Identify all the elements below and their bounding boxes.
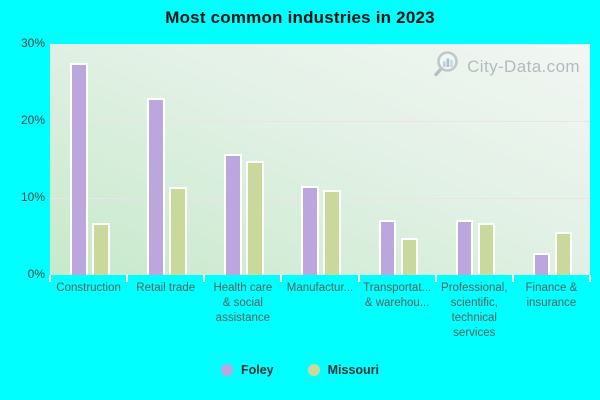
bar-missouri-5 <box>400 238 419 275</box>
x-category-label: Professional, scientific, technical serv… <box>441 282 508 339</box>
watermark-text: City-Data.com <box>467 56 580 76</box>
bar-foley-1 <box>70 63 88 275</box>
missouri-swatch-icon <box>307 364 320 376</box>
x-axis-tick <box>357 275 360 282</box>
watermark: City-Data.com <box>433 49 580 84</box>
bar-missouri-6 <box>477 223 496 275</box>
x-category-label: Finance & insurance <box>525 282 578 309</box>
y-tick-label: 30% <box>20 36 45 50</box>
legend: Foley Missouri <box>0 363 600 377</box>
y-tick-label: 20% <box>20 113 45 127</box>
x-axis-tick <box>589 275 591 282</box>
x-category-label: Construction <box>56 282 121 294</box>
legend-item-foley: Foley <box>220 363 274 377</box>
bar-missouri-7 <box>554 231 573 275</box>
x-axis-tick <box>49 275 51 282</box>
x-axis-tick <box>511 275 514 282</box>
bar-foley-4 <box>301 186 319 275</box>
plot-area: City-Data.com <box>50 44 590 275</box>
gridline-30% <box>50 44 590 45</box>
x-category-label: Retail trade <box>136 282 196 294</box>
bar-missouri-2 <box>169 187 187 275</box>
x-axis-tick <box>203 275 206 282</box>
bar-missouri-4 <box>323 189 341 275</box>
bar-foley-6 <box>455 219 474 275</box>
bar-foley-7 <box>532 253 551 275</box>
x-category-label: Transportat... & warehou... <box>363 282 432 309</box>
gridline-10% <box>50 198 590 199</box>
y-tick-label: 0% <box>27 267 45 281</box>
y-tick-label: 10% <box>20 190 45 204</box>
x-axis-tick <box>280 275 283 282</box>
chart-title: Most common industries in 2023 <box>165 8 435 27</box>
x-category-label: Manufactur... <box>286 282 354 294</box>
bar-missouri-1 <box>92 222 110 275</box>
bar-missouri-3 <box>246 161 264 275</box>
x-axis-tick <box>126 275 129 282</box>
bar-foley-5 <box>378 220 397 275</box>
x-category-label: Health care & social assistance <box>213 282 273 324</box>
foley-swatch-icon <box>220 364 233 376</box>
bar-foley-2 <box>147 97 165 275</box>
bar-foley-3 <box>224 154 242 275</box>
legend-label: Foley <box>240 363 274 377</box>
magnifier-bar-chart-icon <box>433 49 463 84</box>
gridline-20% <box>50 121 590 122</box>
x-axis-tick <box>434 275 437 282</box>
legend-label: Missouri <box>327 363 380 377</box>
legend-item-missouri: Missouri <box>307 363 380 377</box>
